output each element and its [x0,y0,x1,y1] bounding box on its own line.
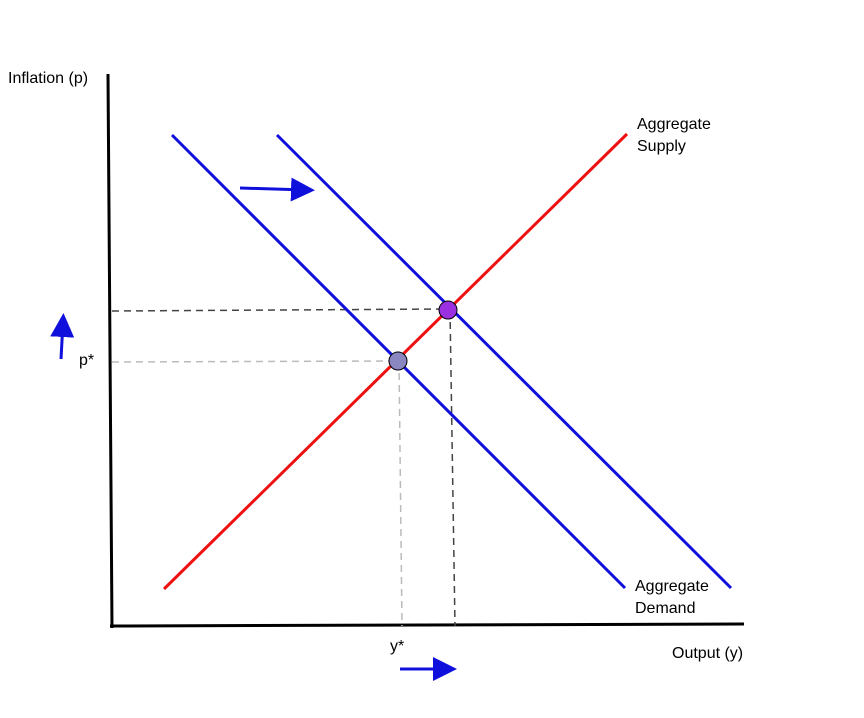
output-equilibrium-label: y* [390,638,404,655]
old-output-guide [398,360,403,627]
y-axis [106,73,114,629]
demand-label-line1: Aggregate [635,578,709,595]
new-output-guide [449,309,456,627]
old-price-guide [111,360,399,363]
demand-shift-arrow-icon [239,177,315,202]
price-increase-arrow-icon [50,313,75,360]
x-axis-label: Output (y) [672,645,743,662]
supply-label-line1: Aggregate [637,116,711,133]
aggregate-demand-shifted [275,133,733,590]
demand-label-line2: Demand [635,600,695,617]
old-equilibrium-point [388,351,408,371]
supply-label-line2: Supply [637,138,686,155]
price-equilibrium-label: p* [79,352,94,369]
x-axis [109,622,745,628]
new-price-guide [111,308,449,312]
new-equilibrium-point [438,300,458,320]
y-axis-label: Inflation (p) [8,70,88,87]
